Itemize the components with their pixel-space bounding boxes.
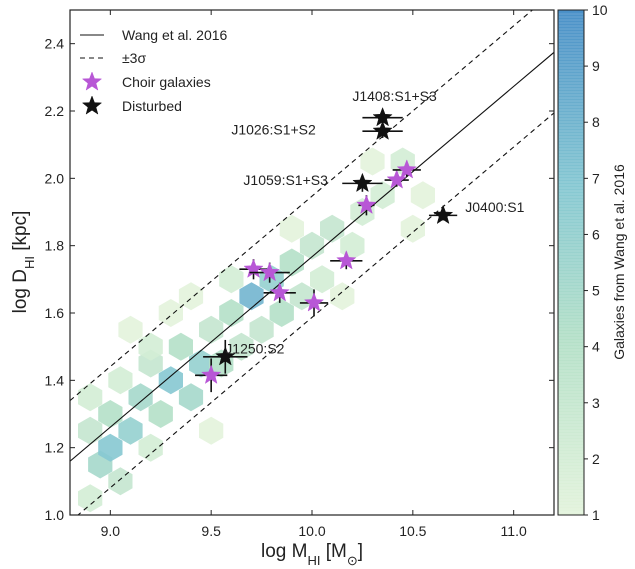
point-annotation: J1059:S1+S3 (243, 172, 328, 188)
legend-label-disturbed: Disturbed (122, 98, 182, 114)
disturbed-point (352, 172, 373, 193)
hexbin-cell (249, 315, 274, 344)
colorbar-label: Galaxies from Wang et al. 2016 (611, 164, 627, 360)
y-tick-label: 1.0 (45, 507, 65, 523)
colorbar-tick-label: 6 (592, 226, 600, 242)
relation-lines (70, 10, 554, 515)
legend-label-relation: Wang et al. 2016 (122, 27, 228, 43)
legend-label-sigma: ±3σ (122, 50, 146, 66)
upper-3sigma-line (70, 10, 534, 402)
hexbin-cell (98, 433, 123, 462)
hexbin-cell (118, 416, 143, 445)
disturbed-point (432, 204, 454, 225)
hexbin-cell (299, 231, 325, 260)
y-tick-label: 2.4 (45, 36, 65, 52)
y-axis-ticks: 1.0 1.2 1.4 1.6 1.8 2.0 2.2 2.4 (45, 36, 554, 523)
colorbar-gradient (557, 9, 585, 516)
x-tick-label: 10.0 (298, 523, 325, 539)
hexbin-cell (219, 265, 244, 294)
hexbin-cell (400, 214, 425, 243)
hexbin-cell (158, 366, 183, 395)
colorbar-stripes (559, 13, 583, 513)
hexbin-cell (199, 416, 224, 445)
hexbin-cell (360, 147, 385, 176)
hexbin-cell (410, 181, 435, 210)
legend-star-disturbed-icon (81, 95, 103, 115)
x-tick-label: 10.5 (399, 523, 426, 539)
colorbar-tick-label: 10 (592, 2, 608, 18)
hexbin-cell (269, 299, 294, 327)
hexbin-cell (279, 214, 304, 243)
legend-star-choir-icon (81, 71, 103, 91)
colorbar-tick-label: 2 (592, 451, 600, 467)
hexbin-cell (158, 299, 183, 327)
point-annotation: J1408:S1+S3 (352, 88, 437, 104)
point-annotation: J1026:S1+S2 (231, 122, 316, 138)
hexbin-cell (118, 315, 143, 344)
hexbin-cell (229, 332, 254, 361)
colorbar-tick-label: 5 (592, 283, 600, 299)
hexbin-cell (178, 383, 204, 412)
disturbed-point (215, 346, 236, 366)
hexbin-cell (320, 214, 345, 243)
y-axis-label: log DHI [kpc] (10, 211, 37, 314)
hexbin-cell (98, 400, 123, 428)
colorbar-tick-label: 8 (592, 114, 600, 130)
choir-galaxies-point (386, 169, 407, 189)
x-tick-label: 11.0 (501, 523, 527, 539)
hexbin-cell (178, 282, 204, 311)
colorbar: 1 2 3 4 5 6 7 8 9 10 Galaxies from Wang et al. 20… (557, 2, 627, 523)
choir-galaxies-point (336, 250, 357, 270)
hexbin-cell (330, 282, 355, 311)
choir-galaxies-point (396, 159, 417, 179)
hexbin-cell (108, 366, 133, 395)
colorbar-tick-label: 3 (592, 395, 600, 411)
x-tick-label: 9.5 (201, 523, 221, 539)
x-axis-label: log MHI [M⊙] (261, 541, 363, 568)
colorbar-tick-label: 4 (592, 339, 600, 355)
lower-3sigma-line (77, 112, 554, 515)
choir-galaxies-point (356, 194, 377, 214)
disturbed-point (372, 120, 393, 140)
relation-line (70, 51, 554, 462)
hexbin-cell (279, 248, 304, 277)
y-tick-label: 2.2 (45, 103, 65, 119)
legend-label-choir: Choir galaxies (122, 74, 211, 90)
y-tick-label: 1.6 (45, 305, 65, 321)
y-tick-label: 2.0 (45, 170, 65, 186)
colorbar-ticks: 1 2 3 4 5 6 7 8 9 10 (584, 2, 608, 523)
x-axis-ticks: 9.0 9.5 10.0 10.5 11.0 (101, 10, 527, 539)
hexbin-cell (78, 383, 103, 412)
point-annotation: J0400:S1 (465, 199, 524, 215)
hexbin-cell (138, 433, 163, 462)
choir-galaxies-point (269, 282, 290, 302)
hexbin-cell (148, 400, 173, 428)
legend: Wang et al. 2016 ±3σ Choir galaxies Dist… (80, 27, 228, 115)
y-tick-label: 1.8 (45, 238, 65, 254)
choir-galaxies-point (201, 364, 222, 384)
hexbin-cell (78, 416, 103, 445)
y-tick-label: 1.4 (45, 372, 65, 388)
point-annotation: J1250:S2 (225, 340, 284, 356)
hexbin-cell (168, 332, 193, 361)
colorbar-tick-label: 9 (592, 58, 600, 74)
colorbar-tick-label: 1 (592, 507, 600, 523)
annotation-layer: J1408:S1+S3 J1026:S1+S2 J1059:S1+S3 J0400:S… (225, 88, 524, 356)
choir-galaxies-point (303, 292, 325, 312)
hexbin-cell (78, 484, 103, 513)
colorbar-tick-label: 7 (592, 170, 600, 186)
hexbin-cell (128, 383, 153, 412)
choir-galaxies-point (259, 261, 280, 282)
hexbin-cell (310, 265, 335, 294)
y-tick-label: 1.2 (45, 440, 65, 456)
hexbin-cell (138, 332, 163, 361)
points-layer (195, 106, 458, 393)
x-tick-label: 9.0 (101, 523, 121, 539)
